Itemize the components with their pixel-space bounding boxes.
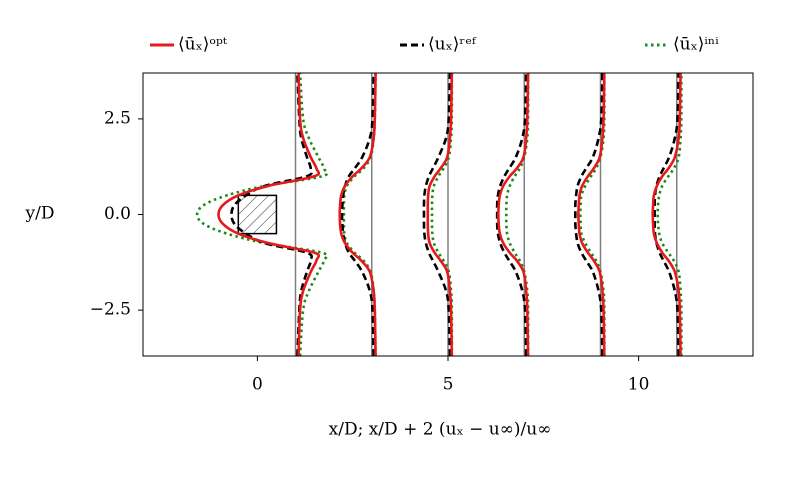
- y-tick-label: 0.0: [104, 204, 131, 224]
- plot-frame: [142, 72, 754, 357]
- y-axis-label: y/D: [25, 204, 55, 224]
- x-tick-label: 5: [443, 375, 454, 395]
- profile-line: [495, 73, 528, 356]
- legend-label: ⟨ūₓ⟩ⁱⁿⁱ: [673, 35, 719, 55]
- profile-line: [422, 73, 452, 356]
- profile-line: [577, 73, 606, 356]
- profile-line: [651, 73, 682, 356]
- profile-line: [656, 73, 683, 356]
- profile-line: [340, 73, 375, 356]
- y-tick-label: −2.5: [90, 300, 131, 320]
- profile-line: [217, 73, 321, 356]
- legend-label: ⟨uₓ⟩ʳᵉᶠ: [428, 35, 477, 55]
- y-tick-label: 2.5: [104, 108, 131, 128]
- legend-label: ⟨ūₓ⟩ᵒᵖᵗ: [178, 35, 228, 55]
- profile-line: [573, 73, 604, 356]
- profile-line: [426, 73, 454, 356]
- profile-line: [230, 73, 313, 356]
- profile-line: [430, 73, 454, 356]
- profile-line: [338, 73, 377, 356]
- profile-line: [497, 73, 530, 356]
- x-axis-label: x/D; x/D + 2 (uₓ − u∞)/u∞: [329, 420, 552, 440]
- obstacle: [237, 194, 278, 235]
- x-tick-label: 10: [628, 375, 650, 395]
- profile-line: [195, 73, 329, 356]
- x-tick-label: 0: [252, 375, 263, 395]
- profile-line: [653, 73, 680, 356]
- profile-line: [342, 73, 377, 356]
